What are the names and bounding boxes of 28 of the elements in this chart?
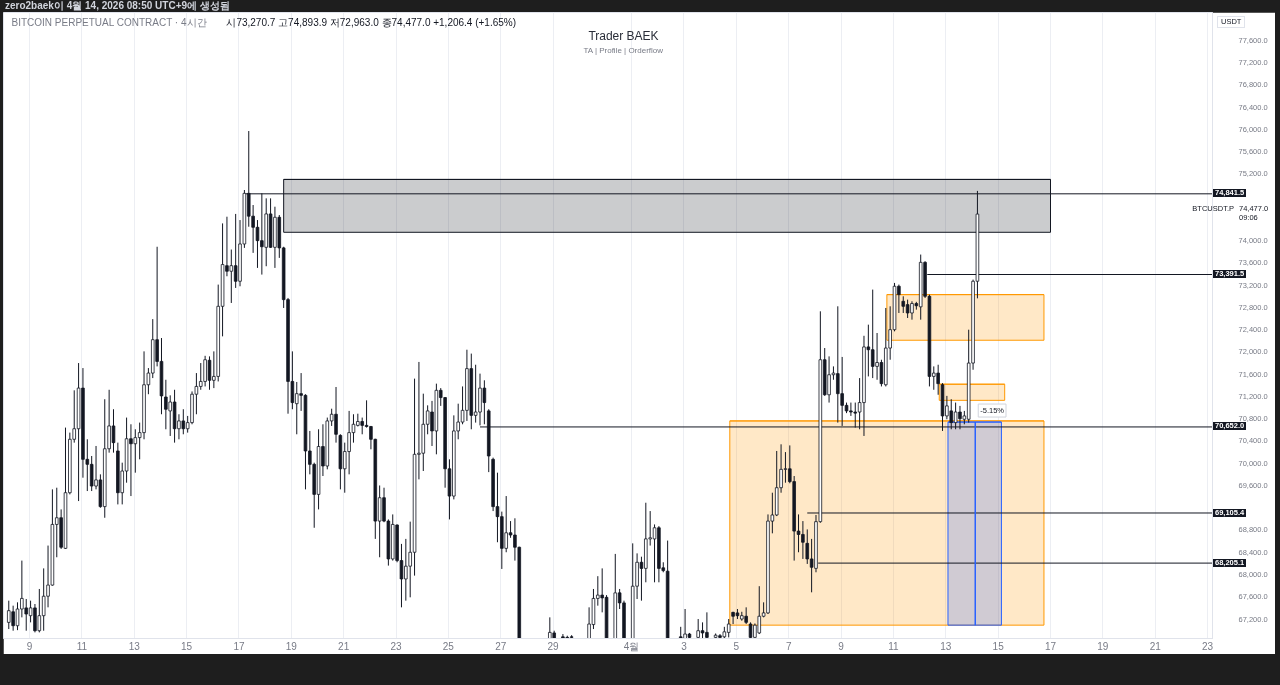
x-tick-label: 13 [940, 640, 952, 652]
x-tick-label: 11 [76, 640, 88, 652]
x-tick-label: 11 [888, 640, 900, 652]
x-tick-label: 17 [1044, 640, 1057, 652]
x-tick-label: 19 [1097, 640, 1109, 652]
x-tick-label: 3 [681, 640, 688, 652]
x-tick-label: 23 [1202, 640, 1214, 652]
x-tick-label: 27 [495, 640, 507, 652]
x-tick-label: 4월 [623, 640, 640, 652]
annotation: BITCOIN PERPETUAL CONTRACT · 4시간 [11, 16, 207, 28]
x-tick-label: 19 [285, 640, 298, 652]
x-tick-label: 9 [838, 640, 845, 652]
x-tick-label: 15 [992, 640, 1005, 652]
text: Trader BAEK [588, 28, 659, 43]
x-tick-label: 21 [338, 640, 350, 652]
x-tick-label: 29 [547, 640, 560, 652]
text: TA | Profile | Orderflow [583, 45, 664, 55]
text: zero2baek이 4월 14, 2026 08:50 UTC+9에 생성됨 [5, 0, 230, 12]
x-tick-label: 21 [1149, 640, 1162, 652]
x-tick-label: 7 [785, 640, 792, 652]
x-tick-label: 23 [390, 640, 403, 652]
x-tick-label: 15 [181, 640, 193, 652]
annotation: 시73,270.7 고74,893.9 저72,963.0 종74,477.0 +1,206.4 (+1.65%) [226, 16, 517, 28]
x-tick-label: 13 [128, 640, 141, 652]
x-tick-label: 17 [233, 640, 245, 652]
x-tick-label: 5 [733, 640, 740, 652]
x-tick-label: 25 [442, 640, 455, 652]
x-tick-label: 9 [26, 640, 33, 652]
